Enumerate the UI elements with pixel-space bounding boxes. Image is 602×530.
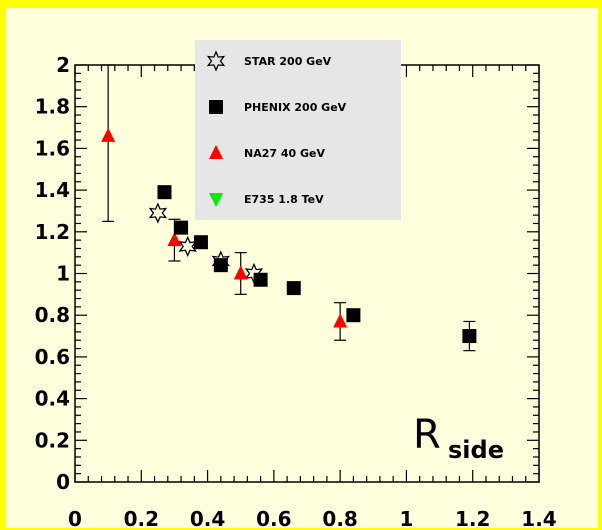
data-point xyxy=(174,220,189,235)
x-tick-label: 1 xyxy=(399,507,413,530)
y-tick-label: 1 xyxy=(56,262,70,286)
y-tick-label: 2 xyxy=(56,53,70,77)
annotation: R side xyxy=(413,412,504,464)
y-tick-label: 1.4 xyxy=(35,178,70,202)
legend-marker xyxy=(209,145,223,159)
data-point xyxy=(346,308,361,323)
y-tick-label: 0.4 xyxy=(35,387,70,411)
x-tick-label: 1.2 xyxy=(455,507,490,530)
x-tick-label: 0 xyxy=(68,507,82,530)
data-point xyxy=(286,281,301,296)
data-point xyxy=(213,258,228,273)
data-point xyxy=(333,313,348,328)
legend: STAR 200 GeV PHENIX 200 GeV NA27 40 GeV E73… xyxy=(195,40,401,220)
y-tick-label: 0 xyxy=(56,470,70,494)
x-tick-label: 1.4 xyxy=(521,507,556,530)
y-tick-label: 0.8 xyxy=(35,303,70,327)
y-tick-label: 0.6 xyxy=(35,345,70,369)
y-tick-label: 1.8 xyxy=(35,95,70,119)
data-point xyxy=(157,185,172,200)
series-phenix-200-gev xyxy=(157,185,477,352)
annotation-main: R xyxy=(413,412,441,458)
marks-layer xyxy=(101,64,477,352)
legend-marker xyxy=(209,100,223,114)
legend-box xyxy=(195,40,401,220)
legend-label: STAR 200 GeV xyxy=(244,55,332,68)
x-tick-label: 0.2 xyxy=(124,507,159,530)
y-tick-label: 1.2 xyxy=(35,220,70,244)
x-tick-label: 0.8 xyxy=(322,507,357,530)
legend-label: E735 1.8 TeV xyxy=(244,193,324,206)
annotation-sub: side xyxy=(448,436,504,464)
legend-marker xyxy=(209,193,223,207)
legend-label: PHENIX 200 GeV xyxy=(244,101,347,114)
data-point xyxy=(148,202,168,224)
x-tick-label: 0.6 xyxy=(256,507,291,530)
data-point xyxy=(101,127,116,142)
data-point xyxy=(178,235,197,258)
data-point xyxy=(462,329,477,344)
data-point xyxy=(253,272,268,287)
x-tick-label: 0.4 xyxy=(190,507,225,530)
axes-layer: 0 0.2 0.4 0.6 0.8 1 1.2 1.4 0 0.2 0.4 0.6 0.8 1 1.2 1.4… xyxy=(35,53,557,530)
data-point xyxy=(233,265,248,280)
legend-label: NA27 40 GeV xyxy=(244,147,325,160)
data-point xyxy=(193,235,208,250)
data-point xyxy=(167,232,182,247)
legend-marker xyxy=(206,50,226,72)
y-tick-label: 0.2 xyxy=(35,428,70,452)
y-tick-label: 1.6 xyxy=(35,136,70,160)
